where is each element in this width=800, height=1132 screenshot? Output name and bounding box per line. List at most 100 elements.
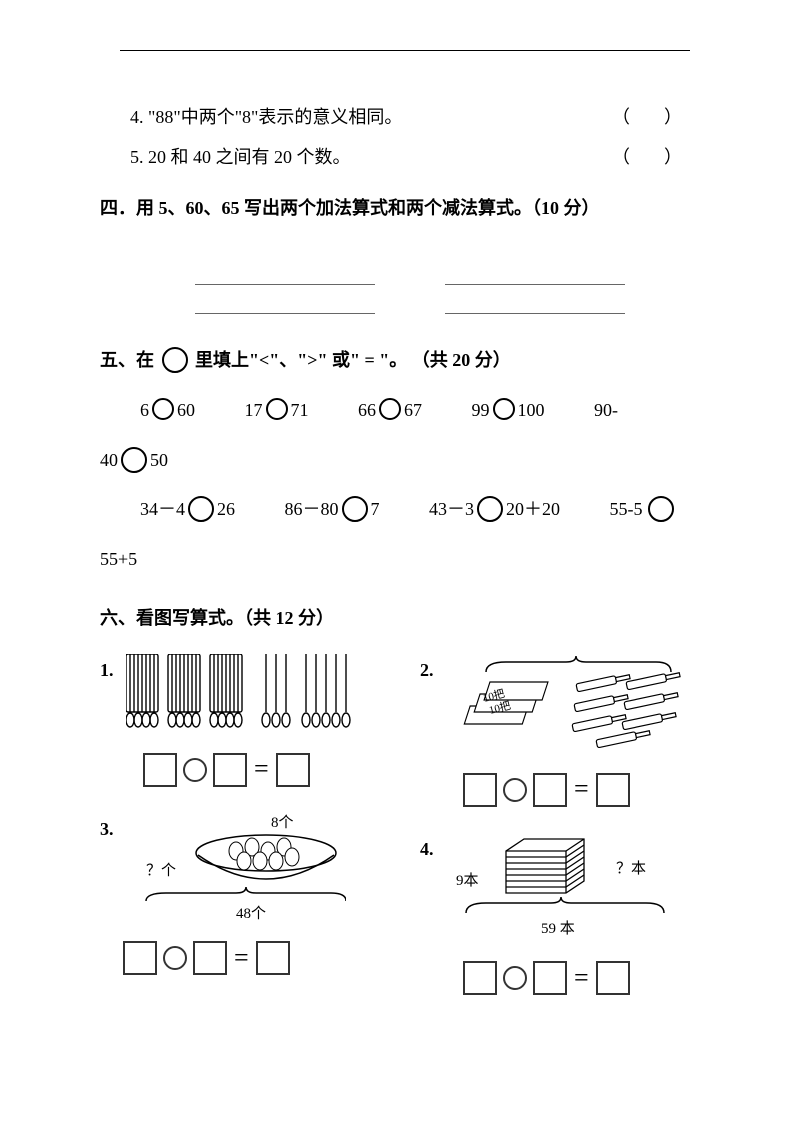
q3-item-5-paren[interactable]: （ ） bbox=[612, 141, 690, 173]
section-6-label: 六、 bbox=[100, 608, 136, 628]
blank-line[interactable] bbox=[445, 284, 625, 285]
section-5-pre: 在 bbox=[136, 350, 159, 370]
section-4-blanks-row2 bbox=[100, 313, 720, 314]
operator-circle[interactable] bbox=[163, 946, 187, 970]
knives-icon: ？把 10把 10把 bbox=[446, 654, 686, 754]
cmp2-b: 26 bbox=[217, 499, 235, 519]
compare-row-1-wrap: 40 50 bbox=[100, 444, 720, 476]
answer-box[interactable] bbox=[533, 773, 567, 807]
q3-item-5: 5. 20 和 40 之间有 20 个数。 （ ） bbox=[130, 141, 720, 173]
circle-blank[interactable] bbox=[121, 447, 147, 473]
circle-blank[interactable] bbox=[648, 496, 674, 522]
fig4-right-label: ？本 bbox=[616, 860, 646, 877]
circle-blank[interactable] bbox=[266, 398, 288, 420]
compare-row-1: 660 1771 6667 99100 90- bbox=[140, 389, 720, 432]
cmp2-f: 20＋20 bbox=[506, 499, 560, 519]
cmp-wrap-a: 40 bbox=[100, 450, 118, 470]
circle-blank[interactable] bbox=[493, 398, 515, 420]
operator-circle[interactable] bbox=[183, 758, 207, 782]
fig4-bottom-label: 59 本 bbox=[541, 920, 575, 937]
answer-box[interactable] bbox=[533, 961, 567, 995]
q3-item-4-text: "88"中两个"8"表示的意义相同。 bbox=[148, 107, 402, 127]
cmp2-c: 86－80 bbox=[285, 499, 339, 519]
cmp-wrap-b: 50 bbox=[150, 450, 168, 470]
cmp-e: 66 bbox=[358, 400, 376, 420]
cmp-d: 71 bbox=[291, 400, 309, 420]
cmp2-d: 7 bbox=[371, 499, 380, 519]
fig-1-num: 1. bbox=[100, 654, 114, 686]
bowl-icon: 8个 ？个 48个 bbox=[126, 813, 346, 923]
fig-1-equation[interactable]: = bbox=[140, 746, 400, 793]
q3-item-4-paren[interactable]: （ ） bbox=[612, 101, 690, 133]
cmp2-g: 55-5 bbox=[610, 499, 643, 519]
fig3-top-label: 8个 bbox=[271, 814, 294, 831]
section-4-blanks-row1 bbox=[100, 284, 720, 285]
cmp-a: 6 bbox=[140, 400, 149, 420]
compare-row-2: 34－4 26 86－80 7 43－3 20＋20 55-5 bbox=[140, 488, 720, 531]
answer-box[interactable] bbox=[193, 941, 227, 975]
fig-col-right: 2. ？把 10把 10把 bbox=[420, 654, 720, 1022]
fig-3-num: 3. bbox=[100, 813, 114, 845]
q3-item-5-text: 20 和 40 之间有 20 个数。 bbox=[148, 147, 351, 167]
fig-2-picture: ？把 10把 10把 bbox=[446, 654, 686, 754]
fig-3: 3. 8个 ？个 48个 bbox=[100, 813, 400, 982]
cmp-c: 17 bbox=[245, 400, 263, 420]
fig-1: 1. bbox=[100, 654, 400, 793]
answer-box[interactable] bbox=[463, 773, 497, 807]
fig-col-left: 1. bbox=[100, 654, 400, 1022]
q3-item-5-num: 5. bbox=[130, 147, 144, 167]
blank-line[interactable] bbox=[445, 313, 625, 314]
section-5-tail: 里填上"<"、">" 或" = "。 （共 20 分） bbox=[191, 350, 511, 370]
circle-blank[interactable] bbox=[342, 496, 368, 522]
cmp2-a: 34－4 bbox=[140, 499, 185, 519]
q3-item-4: 4. "88"中两个"8"表示的意义相同。 （ ） bbox=[130, 101, 720, 133]
equals-sign: = bbox=[574, 955, 589, 1002]
top-horizontal-rule bbox=[120, 50, 690, 51]
section-5-label: 五、 bbox=[100, 350, 136, 370]
equals-sign: = bbox=[234, 935, 249, 982]
equals-sign: = bbox=[254, 746, 269, 793]
blank-line[interactable] bbox=[195, 284, 375, 285]
cmp2-wrap: 55+5 bbox=[100, 549, 137, 569]
fig-1-picture bbox=[126, 654, 356, 734]
section-6-title: 六、看图写算式。（共 12 分） bbox=[100, 602, 720, 634]
circle-blank[interactable] bbox=[477, 496, 503, 522]
fig2-top-label: ？把 bbox=[596, 654, 626, 656]
fig-3-equation[interactable]: = bbox=[120, 935, 400, 982]
answer-box[interactable] bbox=[213, 753, 247, 787]
answer-box[interactable] bbox=[596, 773, 630, 807]
q3-item-4-num: 4. bbox=[130, 107, 144, 127]
fig-2-equation[interactable]: = bbox=[460, 766, 720, 813]
answer-box[interactable] bbox=[276, 753, 310, 787]
operator-circle[interactable] bbox=[503, 778, 527, 802]
equals-sign: = bbox=[574, 766, 589, 813]
circle-blank[interactable] bbox=[188, 496, 214, 522]
fig-2-num: 2. bbox=[420, 654, 434, 686]
cmp-b: 60 bbox=[177, 400, 195, 420]
section-4-title: 四．用 5、60、65 写出两个加法算式和两个减法算式。（10 分） bbox=[100, 192, 720, 224]
sticks-icon bbox=[126, 654, 356, 734]
section-4-label: 四． bbox=[100, 198, 136, 218]
cmp-tail1: 90- bbox=[594, 400, 618, 420]
fig-4-picture: 9本 ？本 59 bbox=[446, 833, 676, 943]
circle-icon bbox=[162, 347, 188, 373]
answer-box[interactable] bbox=[596, 961, 630, 995]
figures-grid: 1. bbox=[100, 654, 720, 1022]
circle-blank[interactable] bbox=[379, 398, 401, 420]
answer-box[interactable] bbox=[123, 941, 157, 975]
cmp-g: 99 bbox=[472, 400, 490, 420]
answer-box[interactable] bbox=[143, 753, 177, 787]
section-4-text: 用 5、60、65 写出两个加法算式和两个减法算式。（10 分） bbox=[136, 198, 600, 218]
blank-line[interactable] bbox=[195, 313, 375, 314]
section-5-title: 五、在 里填上"<"、">" 或" = "。 （共 20 分） bbox=[100, 344, 720, 376]
fig-4-equation[interactable]: = bbox=[460, 955, 720, 1002]
operator-circle[interactable] bbox=[503, 966, 527, 990]
books-icon: 9本 ？本 59 bbox=[446, 833, 676, 943]
circle-blank[interactable] bbox=[152, 398, 174, 420]
fig3-bottom-label: 48个 bbox=[236, 905, 266, 922]
cmp2-e: 43－3 bbox=[429, 499, 474, 519]
answer-box[interactable] bbox=[256, 941, 290, 975]
answer-box[interactable] bbox=[463, 961, 497, 995]
fig3-left-label: ？个 bbox=[146, 862, 176, 879]
fig-2: 2. ？把 10把 10把 bbox=[420, 654, 720, 813]
